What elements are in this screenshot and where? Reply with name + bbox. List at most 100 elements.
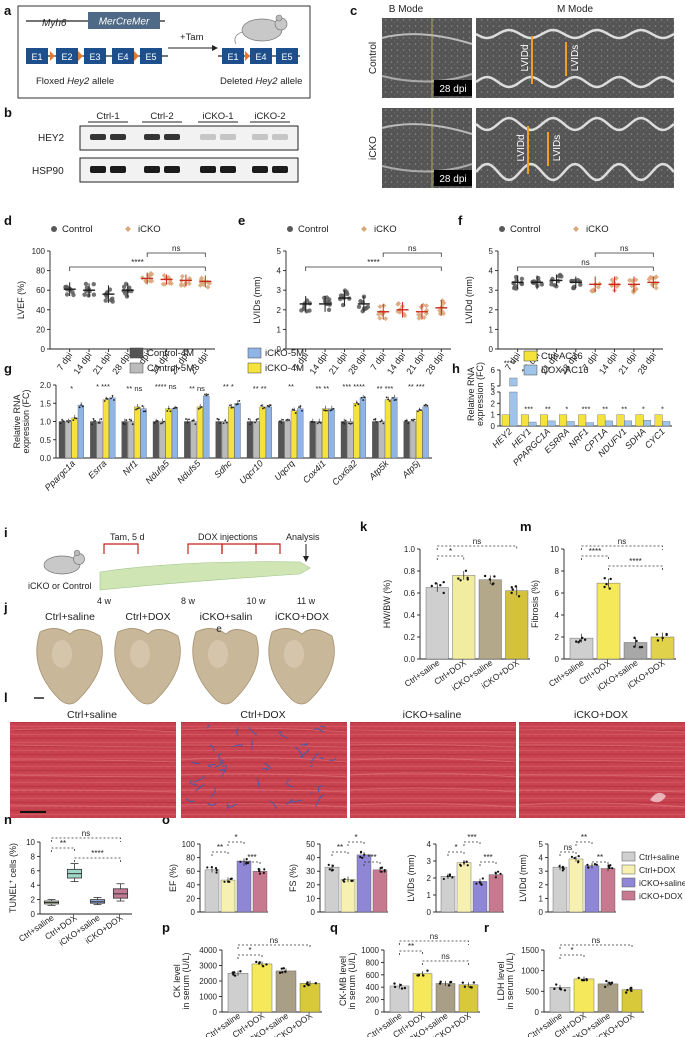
data-point <box>595 863 598 866</box>
data-point <box>246 861 250 865</box>
bar <box>624 420 632 427</box>
data-point <box>313 421 316 424</box>
sig-bracket <box>74 857 121 862</box>
histology-image <box>10 722 176 818</box>
blot-row-hsp90: HSP90 <box>32 166 64 177</box>
bar <box>635 414 644 427</box>
y-tick-label: 100 <box>32 247 46 256</box>
hsp90-band <box>220 166 236 173</box>
data-point <box>494 872 497 875</box>
data-point <box>380 866 384 869</box>
data-point <box>169 410 172 413</box>
fibrosis-mark <box>236 727 240 737</box>
fibrosis-mark <box>214 759 225 769</box>
data-point <box>355 401 358 404</box>
data-point <box>608 866 611 870</box>
sig-label: ** ns <box>126 384 142 393</box>
x-tick-label: Ndufa5 <box>143 458 171 486</box>
data-point <box>78 406 81 409</box>
y-tick-label: 5 <box>277 247 282 256</box>
bar <box>109 397 116 459</box>
data-point <box>575 278 581 283</box>
muscle-fiber <box>518 729 685 733</box>
y-axis-label: expression (FC) <box>475 362 485 426</box>
exon-label: E3 <box>89 52 100 62</box>
data-point <box>91 423 93 426</box>
data-point <box>326 409 328 412</box>
data-point <box>416 312 422 318</box>
data-point <box>161 421 164 424</box>
fibrosis-mark <box>262 767 269 771</box>
exon-label: E2 <box>61 52 72 62</box>
legend-control-label: Control <box>62 224 93 235</box>
i-timepoints: 4 w 8 w 10 w 11 w <box>97 596 316 606</box>
bar <box>234 403 241 459</box>
data-point <box>397 309 403 315</box>
data-point <box>331 868 334 872</box>
hey2-band <box>220 134 236 140</box>
heart-label: Ctrl+DOX <box>125 611 170 623</box>
sig-label: *** <box>367 853 376 862</box>
dox-bracket <box>255 543 281 554</box>
data-point <box>250 421 253 424</box>
heart-label: iCKO+salin <box>200 611 253 623</box>
hey2-band <box>110 134 126 140</box>
panel-letter-n: n <box>4 812 12 827</box>
data-point <box>375 311 381 317</box>
data-point <box>153 422 156 424</box>
data-point <box>131 423 134 426</box>
data-point <box>261 407 264 410</box>
data-point <box>380 870 383 873</box>
bar <box>378 421 385 459</box>
y-tick-label: 0.2 <box>404 633 416 642</box>
bar <box>509 391 518 427</box>
legend-label: Control-4M <box>147 348 194 359</box>
data-point <box>582 979 586 982</box>
sig-label: ** <box>60 839 66 848</box>
data-point <box>257 962 261 965</box>
y-axis-label: FS (%) <box>288 864 298 892</box>
data-point <box>215 871 218 874</box>
hsp90-band <box>90 166 106 173</box>
sig-label: ** ns <box>189 384 205 393</box>
chart-o-lvidd: 0 1 2 3 4 5 LVIDd (mm) ns ** ** <box>518 833 616 917</box>
bar <box>488 874 504 913</box>
tam-label: +Tam <box>180 32 204 43</box>
sig-label: **** <box>504 358 516 367</box>
fibrosis-mark <box>218 753 223 765</box>
data-point <box>359 850 363 854</box>
data-point <box>330 409 333 411</box>
fibrosis-mark <box>218 768 226 771</box>
data-point <box>239 970 242 973</box>
sig-label: *** <box>483 853 492 862</box>
data-point <box>373 418 375 421</box>
legend-icko-marker <box>361 226 367 232</box>
panel-a-frame <box>17 5 311 99</box>
data-point <box>479 882 482 885</box>
mercremer-label: MerCreMer <box>99 17 150 28</box>
bar <box>520 414 529 427</box>
fibrosis-mark <box>285 798 292 805</box>
bar <box>422 406 429 459</box>
data-point <box>348 422 350 425</box>
y-tick-label: 1000 <box>199 993 217 1002</box>
data-point <box>84 288 89 294</box>
data-point <box>319 421 322 424</box>
blot-lane-label: iCKO-2 <box>254 111 285 122</box>
data-point <box>328 868 331 871</box>
data-point <box>338 293 344 298</box>
hey2-band <box>90 134 106 140</box>
muscle-fiber <box>349 803 517 808</box>
data-point <box>64 292 70 297</box>
i-analysis: Analysis <box>286 532 320 542</box>
muscle-fiber <box>9 804 177 808</box>
data-point <box>232 406 234 409</box>
panel-letter-m: m <box>520 519 532 534</box>
bar <box>220 879 236 913</box>
data-point <box>517 595 521 598</box>
x-tick-label: 14 dpi <box>385 350 407 376</box>
y-tick-label: 5 <box>489 247 494 256</box>
data-point <box>225 421 228 424</box>
data-point <box>125 419 128 422</box>
